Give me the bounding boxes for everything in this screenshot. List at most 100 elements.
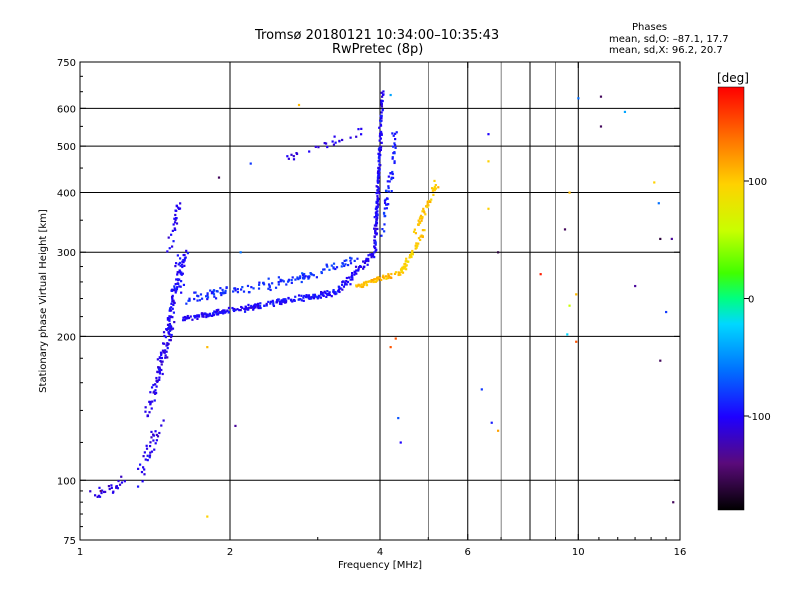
phase-colorbar: [deg] 100 0 -100	[717, 71, 771, 511]
data-point	[377, 148, 381, 151]
data-point	[191, 318, 194, 321]
data-point	[388, 180, 391, 183]
data-point	[234, 289, 237, 292]
data-point	[209, 314, 212, 317]
data-point	[377, 152, 380, 155]
data-point	[349, 136, 352, 139]
data-point	[340, 265, 343, 268]
data-point	[282, 299, 285, 302]
data-point	[206, 297, 209, 301]
data-point	[164, 349, 167, 352]
data-point	[155, 433, 158, 437]
data-point	[227, 311, 230, 314]
data-point	[168, 307, 172, 310]
data-point	[354, 265, 358, 268]
data-point	[356, 269, 360, 272]
data-point	[670, 237, 673, 241]
data-point	[378, 155, 381, 158]
chart-title: Tromsø 20180121 10:34:00–10:35:43	[255, 28, 500, 43]
data-point	[380, 278, 383, 282]
data-point	[378, 166, 381, 170]
data-point	[215, 312, 218, 315]
data-point	[310, 296, 313, 299]
data-point	[300, 280, 303, 284]
data-point	[391, 132, 394, 135]
data-point	[354, 271, 357, 274]
y-tick-label: 300	[57, 248, 76, 259]
data-point	[390, 176, 393, 179]
data-point	[167, 331, 170, 334]
data-point	[355, 272, 358, 275]
data-point	[144, 410, 147, 413]
data-point	[382, 277, 386, 280]
data-point	[173, 301, 176, 305]
data-point	[393, 161, 396, 165]
data-point	[149, 402, 152, 405]
data-point	[169, 309, 173, 312]
data-point	[325, 295, 328, 299]
data-point	[306, 275, 310, 278]
data-point	[408, 254, 412, 257]
data-point	[345, 259, 348, 262]
data-point	[575, 340, 578, 343]
data-point	[154, 389, 157, 392]
data-point	[328, 292, 331, 295]
data-point	[152, 439, 155, 442]
data-point	[226, 309, 229, 312]
data-point	[176, 286, 179, 289]
data-point	[108, 487, 111, 491]
data-point	[381, 109, 384, 112]
data-point	[326, 265, 329, 268]
data-point	[393, 142, 396, 145]
data-point	[161, 342, 165, 345]
data-points	[89, 90, 675, 518]
data-point	[380, 99, 383, 102]
data-point	[349, 259, 352, 262]
data-point	[312, 293, 315, 296]
data-point	[200, 312, 204, 315]
data-point	[314, 145, 317, 148]
data-point	[325, 264, 328, 267]
data-point	[376, 201, 379, 204]
data-point	[144, 458, 147, 461]
data-point	[357, 268, 360, 271]
data-point	[275, 301, 278, 304]
data-point	[299, 297, 302, 301]
data-point	[344, 283, 347, 286]
data-point	[155, 439, 158, 442]
data-point	[150, 386, 154, 389]
data-point	[290, 298, 293, 301]
data-point	[173, 287, 176, 290]
data-point	[418, 217, 422, 220]
x-tick-label: 1	[77, 547, 83, 558]
data-point	[146, 454, 149, 457]
data-point	[169, 335, 173, 339]
data-point	[375, 248, 378, 251]
data-point	[170, 233, 173, 236]
data-point	[168, 317, 171, 320]
data-point	[222, 312, 225, 315]
data-point	[178, 207, 181, 210]
data-point	[380, 115, 383, 118]
data-point	[150, 407, 153, 410]
data-point	[174, 213, 177, 217]
data-point	[398, 271, 401, 274]
data-point	[323, 268, 326, 271]
data-point	[104, 490, 107, 494]
data-point	[212, 289, 215, 293]
data-point	[232, 290, 235, 293]
data-point	[281, 279, 284, 282]
data-point	[302, 275, 305, 279]
data-point	[196, 317, 199, 321]
data-point	[386, 180, 389, 183]
data-point	[496, 429, 500, 432]
data-point	[381, 275, 385, 279]
data-point	[385, 277, 388, 280]
data-point	[338, 287, 341, 290]
data-point	[155, 376, 158, 380]
data-point	[421, 215, 424, 219]
data-point	[217, 313, 220, 316]
data-point	[415, 246, 418, 249]
data-point	[267, 300, 270, 304]
data-point	[337, 290, 340, 293]
